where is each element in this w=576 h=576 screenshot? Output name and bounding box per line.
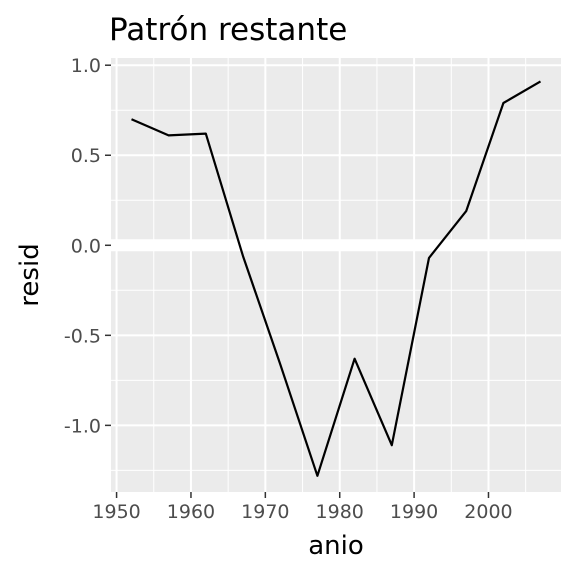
minor-gridlines (111, 58, 561, 492)
x-axis-ticks: 1950 1960 1970 1980 1990 2000 (92, 492, 513, 523)
plot-panel (111, 58, 561, 492)
major-gridlines (111, 58, 561, 492)
x-tick-label: 1960 (167, 501, 215, 523)
y-tick-label: 0.5 (71, 145, 101, 167)
x-tick-label: 1990 (390, 501, 438, 523)
x-tick-label: 1950 (92, 501, 140, 523)
y-tick-label: 1.0 (71, 55, 101, 77)
x-axis-label: anio (308, 531, 364, 561)
chart-title: Patrón restante (109, 12, 347, 48)
y-tick-label: -1.0 (64, 415, 101, 437)
x-tick-label: 1970 (241, 501, 289, 523)
series-layer (131, 80, 542, 477)
y-axis-label: resid (15, 243, 45, 306)
y-axis-ticks: 1.0 0.5 0.0 -0.5 -1.0 (64, 55, 111, 437)
y-tick-label: -0.5 (64, 325, 101, 347)
series-line (131, 80, 542, 477)
y-tick-label: 0.0 (71, 235, 101, 257)
x-tick-label: 2000 (464, 501, 512, 523)
x-tick-label: 1980 (316, 501, 364, 523)
